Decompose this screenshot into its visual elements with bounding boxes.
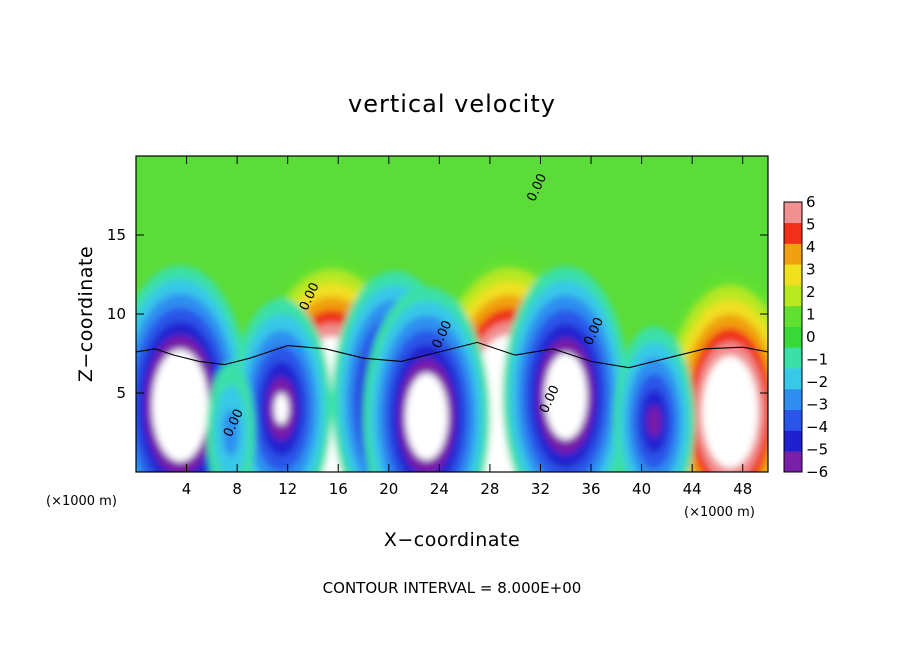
y-tick-label: 15	[107, 226, 126, 244]
colorbar-swatch	[784, 430, 802, 452]
colorbar-swatch	[784, 368, 802, 390]
colorbar-label: −6	[806, 463, 828, 481]
x-tick-label: 12	[278, 480, 297, 498]
colorbar-swatch	[784, 202, 802, 224]
y-axis-label: Z−coordinate	[75, 246, 97, 382]
colorbar-swatch	[784, 388, 802, 410]
colorbar-swatch	[784, 305, 802, 327]
x-tick-label: 24	[430, 480, 449, 498]
velocity-cell-8-level-10	[173, 391, 188, 420]
colorbar-label: 6	[806, 193, 816, 211]
x-axis-label: X−coordinate	[384, 529, 520, 551]
x-tick-label: 4	[182, 480, 192, 498]
colorbar-label: −5	[806, 441, 828, 459]
colorbar-label: 0	[806, 328, 816, 346]
colorbar-swatch	[784, 347, 802, 369]
velocity-cell-11-level-9	[419, 402, 434, 432]
x-tick-label: 48	[733, 480, 752, 498]
colorbar-swatch	[784, 264, 802, 286]
plot-area: 0.000.000.000.000.000.00	[136, 156, 768, 472]
colorbar-label: 4	[806, 238, 816, 256]
zero-contour-line	[136, 341, 768, 369]
colorbar-swatch	[784, 409, 802, 431]
colorbar-swatch	[784, 285, 802, 307]
colorbar-swatch	[784, 222, 802, 244]
x-tick-label: 32	[531, 480, 550, 498]
colorbar-label: −4	[806, 418, 828, 436]
colorbar: −6 −5 −4 −3 −2 −1 0 1 2 3 4 5 6	[783, 193, 828, 481]
x-unit-label: (×1000 m)	[684, 505, 755, 520]
colorbar-frame	[783, 201, 803, 473]
colorbar-label: 5	[806, 216, 816, 234]
colorbar-swatch	[784, 451, 802, 473]
x-tick-label: 28	[480, 480, 499, 498]
colorbar-label: −3	[806, 396, 828, 414]
colorbar-label: −2	[806, 373, 828, 391]
y-tick-label: 10	[107, 305, 126, 323]
colorbar-swatch	[784, 326, 802, 348]
velocity-cell-3-level-10	[723, 398, 738, 426]
x-tick-label: 16	[329, 480, 348, 498]
contour-interval-note: CONTOUR INTERVAL = 8.000E+00	[323, 579, 582, 597]
velocity-field	[136, 255, 768, 472]
colorbar-label: 3	[806, 261, 816, 279]
velocity-cell-12-level-9	[558, 381, 573, 411]
z-unit-label: (×1000 m)	[46, 494, 117, 509]
x-tick-label: 8	[232, 480, 242, 498]
x-tick-label: 36	[581, 480, 600, 498]
x-tick-label: 20	[379, 480, 398, 498]
colorbar-swatch	[784, 243, 802, 265]
velocity-cell-14-level-3	[222, 409, 239, 456]
y-axis: 5 10 15	[107, 226, 768, 402]
velocity-cell-9-level-7	[274, 393, 289, 425]
velocity-cell-13-level-6	[647, 405, 661, 438]
y-tick-label: 5	[116, 384, 126, 402]
colorbar-label: −1	[806, 351, 828, 369]
x-tick-label: 40	[632, 480, 651, 498]
chart-title: vertical velocity	[348, 90, 556, 118]
x-tick-label: 44	[683, 480, 702, 498]
colorbar-label: 1	[806, 306, 816, 324]
colorbar-label: 2	[806, 283, 816, 301]
x-axis: 4 8 12 16 20 24 28 32 36 40 44 48	[182, 156, 752, 498]
